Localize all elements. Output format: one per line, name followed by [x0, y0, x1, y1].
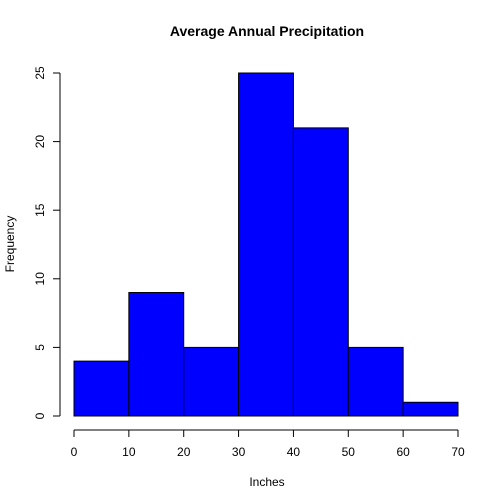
x-tick-label: 0 — [71, 445, 78, 459]
bars-group — [73, 72, 459, 417]
x-tick-label: 20 — [177, 445, 191, 459]
x-tick-label: 70 — [451, 445, 465, 459]
x-tick-label: 60 — [396, 445, 410, 459]
x-axis: 0 10 20 30 40 50 60 70 — [71, 429, 465, 459]
histogram-bar — [128, 292, 185, 417]
histogram-bar — [73, 360, 130, 417]
y-axis: 0 5 10 15 20 25 — [33, 66, 61, 419]
histogram-bar — [183, 346, 240, 417]
chart-title: Average Annual Precipitation — [170, 23, 364, 39]
x-tick-label: 40 — [287, 445, 301, 459]
histogram-bar — [347, 346, 404, 417]
x-axis-label: Inches — [249, 475, 284, 489]
x-tick-label: 10 — [122, 445, 136, 459]
y-tick-label: 5 — [33, 344, 47, 351]
histogram-bar — [292, 127, 349, 417]
x-tick-label: 50 — [342, 445, 356, 459]
y-tick-label: 10 — [33, 272, 47, 286]
y-axis-label: Frequency — [3, 216, 17, 273]
y-tick-label: 25 — [33, 66, 47, 80]
x-tick-label: 30 — [232, 445, 246, 459]
y-tick-label: 20 — [33, 135, 47, 149]
histogram-bar — [402, 401, 459, 417]
y-tick-label: 0 — [33, 412, 47, 419]
y-tick-label: 15 — [33, 203, 47, 217]
histogram-bar — [238, 72, 294, 417]
